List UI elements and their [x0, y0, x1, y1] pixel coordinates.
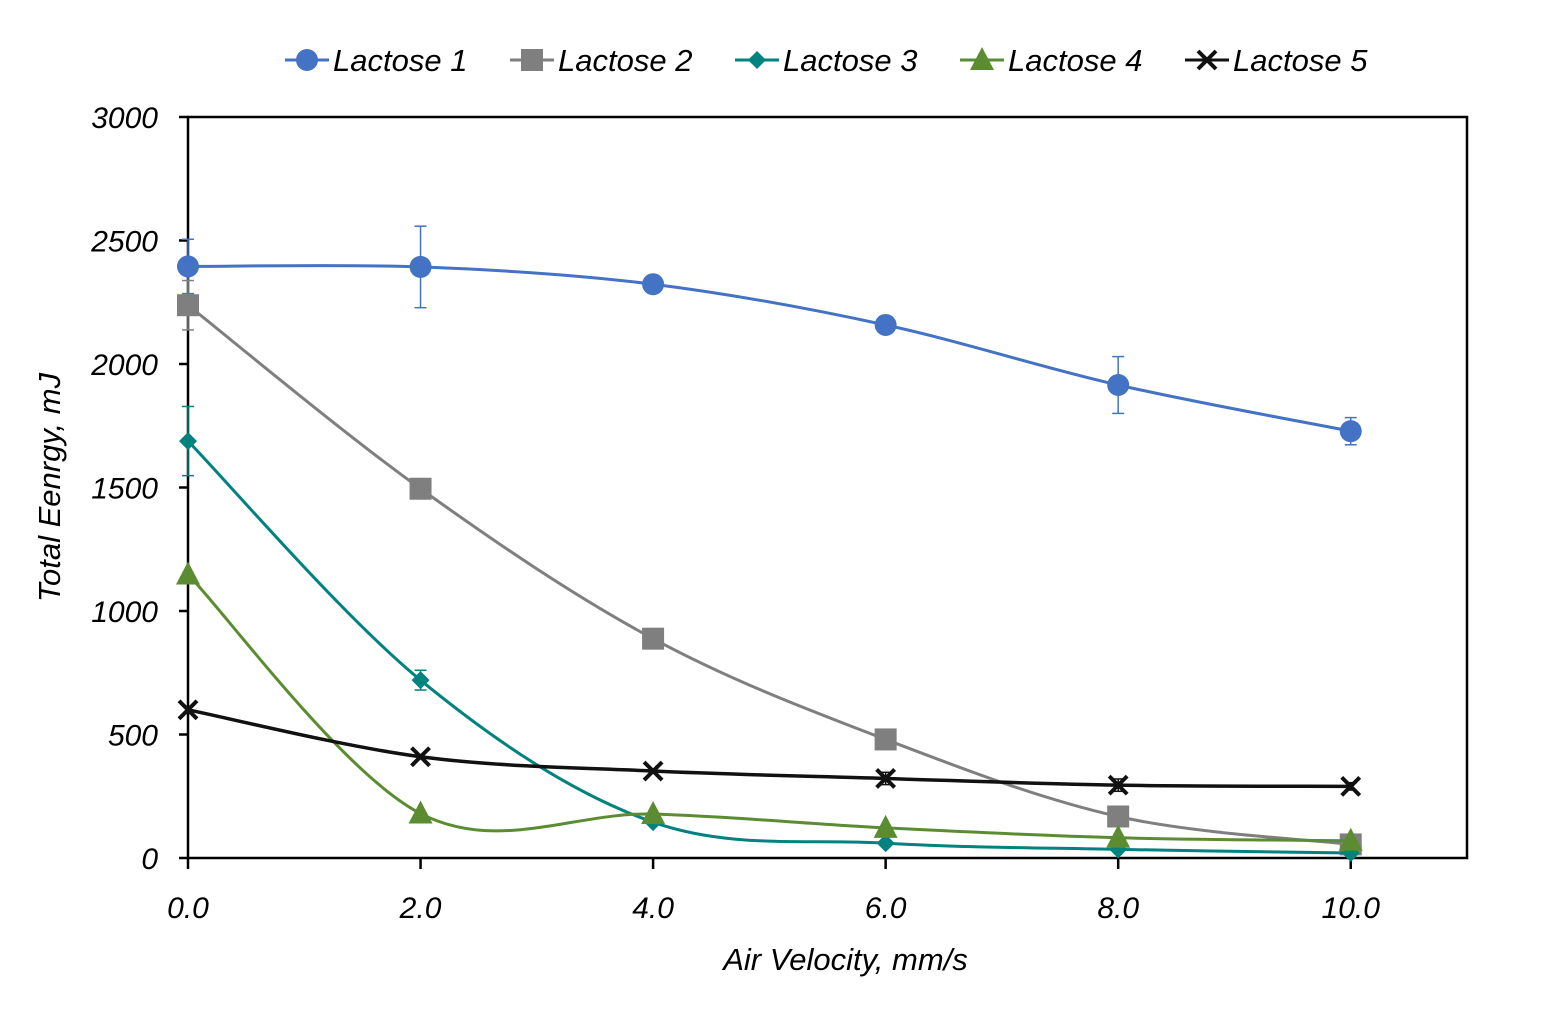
series-lactose-3: [179, 405, 1360, 863]
y-tick-label: 1000: [91, 596, 158, 629]
y-tick-label: 2000: [90, 349, 158, 382]
legend-item-lactose-5: Lactose 5: [1185, 43, 1368, 78]
data-point-lactose-5: [642, 760, 664, 782]
data-point-lactose-2: [177, 294, 199, 317]
series-line-lactose-4: [186, 573, 1351, 843]
y-tick-label: 1500: [91, 473, 158, 506]
data-point-lactose-3: [876, 834, 895, 853]
x-axis: 0.0 2.0 4.0 6.0 8.0 10.0: [167, 858, 1380, 925]
data-point-lactose-1: [1107, 373, 1130, 396]
legend-label: Lactose 3: [783, 43, 917, 78]
series-line-lactose-2: [187, 304, 1351, 846]
data-point-lactose-5: [177, 699, 199, 721]
plot-area-frame: [186, 115, 1469, 860]
legend: Lactose 1 Lactose 2 Lactose 3 Lactose 4 Lact…: [285, 43, 1368, 78]
data-point-lactose-4: [408, 800, 433, 824]
data-point-lactose-3: [411, 671, 430, 690]
legend-marker: [748, 51, 766, 69]
data-point-lactose-5: [875, 768, 897, 789]
data-point-lactose-5: [410, 746, 431, 768]
y-tick-label: 3000: [91, 102, 158, 135]
series-line-lactose-5: [187, 708, 1351, 789]
y-axis-title: Total Eenrgy, mJ: [32, 372, 67, 602]
legend-marker: [1196, 49, 1218, 71]
y-tick-label: 0: [141, 843, 158, 876]
legend-item-lactose-4: Lactose 4: [960, 43, 1142, 78]
series-lactose-4: [176, 561, 1363, 851]
legend-marker: [521, 49, 543, 71]
series-line-lactose-3: [186, 440, 1351, 855]
data-point-lactose-3: [179, 432, 197, 451]
data-point-lactose-4: [641, 801, 666, 825]
data-point-lactose-4: [873, 814, 898, 838]
marker-stroke: [1107, 774, 1129, 796]
legend-marker: [970, 47, 994, 70]
x-tick-label: 6.0: [865, 892, 907, 925]
data-point-lactose-5: [1107, 774, 1129, 796]
x-tick-label: 8.0: [1097, 892, 1139, 925]
series-lactose-1: [177, 225, 1362, 446]
legend-label: Lactose 4: [1008, 43, 1142, 78]
marker-stroke: [177, 699, 199, 721]
marker-stroke: [1196, 49, 1218, 71]
marker-stroke: [875, 768, 897, 789]
y-tick-label: 500: [108, 720, 158, 753]
marker-stroke: [642, 760, 664, 782]
series-layer: [176, 225, 1363, 863]
data-point-lactose-5: [1340, 775, 1362, 797]
data-point-lactose-1: [874, 313, 897, 336]
data-point-lactose-1: [642, 273, 665, 296]
legend-item-lactose-3: Lactose 3: [735, 43, 917, 78]
legend-label: Lactose 1: [333, 43, 467, 78]
series-lactose-5: [177, 699, 1362, 797]
legend-item-lactose-1: Lactose 1: [285, 43, 467, 78]
legend-marker: [296, 49, 318, 71]
x-tick-label: 10.0: [1322, 892, 1381, 925]
data-point-lactose-1: [1339, 420, 1362, 443]
data-point-lactose-2: [642, 627, 665, 650]
data-point-lactose-2: [1107, 805, 1130, 828]
x-tick-label: 2.0: [399, 892, 442, 925]
data-point-lactose-4: [176, 561, 200, 585]
y-axis: 0 500 1000 1500 2000 2500 3000: [90, 102, 188, 876]
series-lactose-2: [177, 279, 1362, 856]
data-point-lactose-4: [1106, 824, 1131, 848]
marker-stroke: [1340, 775, 1362, 797]
data-point-lactose-2: [409, 477, 432, 500]
x-tick-label: 0.0: [167, 892, 209, 925]
marker-stroke: [410, 746, 431, 768]
data-point-lactose-4: [1338, 827, 1363, 851]
y-tick-label: 2500: [90, 226, 158, 259]
data-point-lactose-1: [409, 255, 432, 278]
data-point-lactose-1: [177, 255, 199, 278]
x-axis-title: Air Velocity, mm/s: [721, 942, 968, 977]
legend-label: Lactose 5: [1233, 43, 1368, 78]
legend-label: Lactose 2: [558, 43, 692, 78]
data-point-lactose-2: [874, 728, 897, 751]
legend-item-lactose-2: Lactose 2: [510, 43, 692, 78]
series-line-lactose-1: [187, 263, 1352, 433]
x-tick-label: 4.0: [632, 892, 674, 925]
